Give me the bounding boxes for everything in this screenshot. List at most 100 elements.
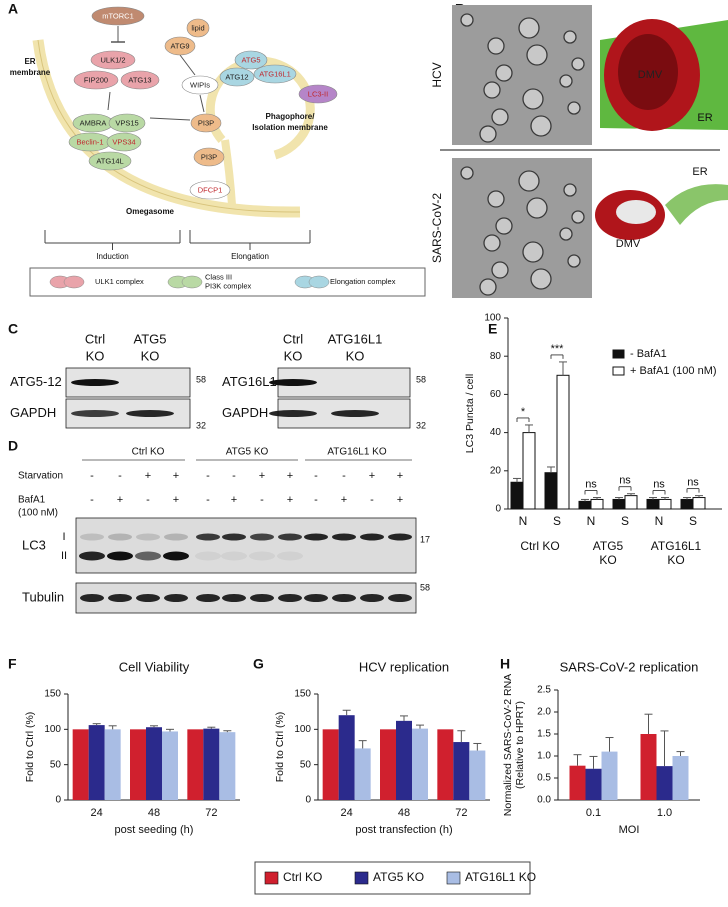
label: + xyxy=(397,494,403,506)
band xyxy=(360,594,384,602)
node-label: mTORC1 xyxy=(102,11,134,20)
error-bar xyxy=(416,724,424,729)
label: + xyxy=(397,470,403,482)
label: - xyxy=(118,470,122,482)
x-axis-label: post seeding (h) xyxy=(115,824,194,836)
vesicle xyxy=(491,108,509,126)
label: ATG16L1 xyxy=(328,331,383,346)
arrow xyxy=(179,54,196,76)
error-bar xyxy=(660,730,669,767)
error-bar xyxy=(150,725,158,728)
legend-swatch xyxy=(264,871,279,885)
bar xyxy=(569,765,586,800)
label: HCV xyxy=(430,62,444,87)
label: Ctrl xyxy=(283,331,303,346)
legend-icon xyxy=(63,275,85,289)
er-model xyxy=(665,184,728,225)
error-bar xyxy=(166,728,174,732)
node xyxy=(298,84,338,104)
legend-label: + BafA1 (100 nM) xyxy=(630,365,717,377)
error-bar xyxy=(457,730,466,743)
panel-letter: G xyxy=(253,656,264,672)
group-label: ATG16L1 xyxy=(651,539,702,553)
label: Tubulin xyxy=(22,589,64,604)
panel-letter: E xyxy=(488,321,497,337)
band xyxy=(278,533,302,541)
vesicle xyxy=(522,88,544,110)
y-tick-label: 0 xyxy=(55,795,61,806)
x-tick-label: S xyxy=(689,514,697,528)
bar xyxy=(187,729,204,800)
label: PI3K complex xyxy=(205,281,252,290)
vesicle xyxy=(479,125,497,143)
label: 32 xyxy=(416,420,426,430)
significance: ns xyxy=(687,477,699,489)
chart-title: HCV replication xyxy=(359,659,449,674)
legend-icon xyxy=(181,275,203,289)
label: + xyxy=(117,494,123,506)
label: KO xyxy=(284,348,303,363)
chart-title: SARS-CoV-2 replication xyxy=(560,659,699,674)
label: + xyxy=(173,494,179,506)
band xyxy=(71,410,119,417)
band xyxy=(108,594,132,602)
bar xyxy=(646,498,660,510)
node-label: ATG13 xyxy=(128,75,151,84)
label: 32 xyxy=(196,420,206,430)
vesicle xyxy=(559,227,573,241)
band xyxy=(250,533,274,541)
label: ER xyxy=(697,112,712,124)
node-label: ULK1/2 xyxy=(100,55,125,64)
node-label: ATG12 xyxy=(225,72,248,81)
bar xyxy=(338,715,355,800)
node xyxy=(106,132,142,152)
bar xyxy=(88,725,105,800)
blot-strip xyxy=(75,582,417,614)
error-bar xyxy=(615,497,623,500)
node-label: ATG14L xyxy=(96,156,123,165)
label: - xyxy=(206,494,210,506)
label: DMV xyxy=(616,238,641,250)
band xyxy=(126,410,174,417)
band xyxy=(304,594,328,602)
x-tick-label: N xyxy=(519,514,528,528)
significance: *** xyxy=(551,343,565,355)
error-bar xyxy=(525,424,533,433)
bar xyxy=(544,472,558,510)
panel-letter: C xyxy=(8,321,18,337)
bar xyxy=(672,756,689,800)
x-tick-label: S xyxy=(621,514,629,528)
label: Class III xyxy=(205,272,232,281)
band xyxy=(80,533,104,541)
y-axis-label: LC3 Puncta / cell xyxy=(464,374,476,453)
vesicle xyxy=(526,44,548,66)
y-tick-label: 0.5 xyxy=(537,773,551,784)
band xyxy=(249,551,275,561)
bar xyxy=(130,729,146,800)
bar xyxy=(412,728,428,800)
node xyxy=(193,147,225,167)
band xyxy=(222,594,246,602)
node xyxy=(91,6,145,26)
error-bar xyxy=(108,725,117,730)
bar xyxy=(692,497,706,510)
vesicle xyxy=(495,217,513,235)
legend-box xyxy=(29,267,426,297)
bar xyxy=(510,481,524,510)
label: ATG5 xyxy=(134,331,167,346)
node-label: VPS15 xyxy=(115,118,138,127)
band xyxy=(269,410,317,417)
chart-title: Cell Viability xyxy=(119,659,190,674)
node-label: AMBRA xyxy=(80,118,107,127)
vesicle xyxy=(487,190,505,208)
label: ATG5 KO xyxy=(226,447,269,458)
label: ER xyxy=(692,166,707,178)
y-tick-label: 40 xyxy=(490,427,502,438)
legend-box xyxy=(254,861,531,895)
x-tick-label: 72 xyxy=(205,807,217,819)
blot-strip xyxy=(75,517,417,574)
error-bar xyxy=(547,466,555,473)
error-bar xyxy=(513,477,521,483)
x-tick-label: N xyxy=(655,514,664,528)
